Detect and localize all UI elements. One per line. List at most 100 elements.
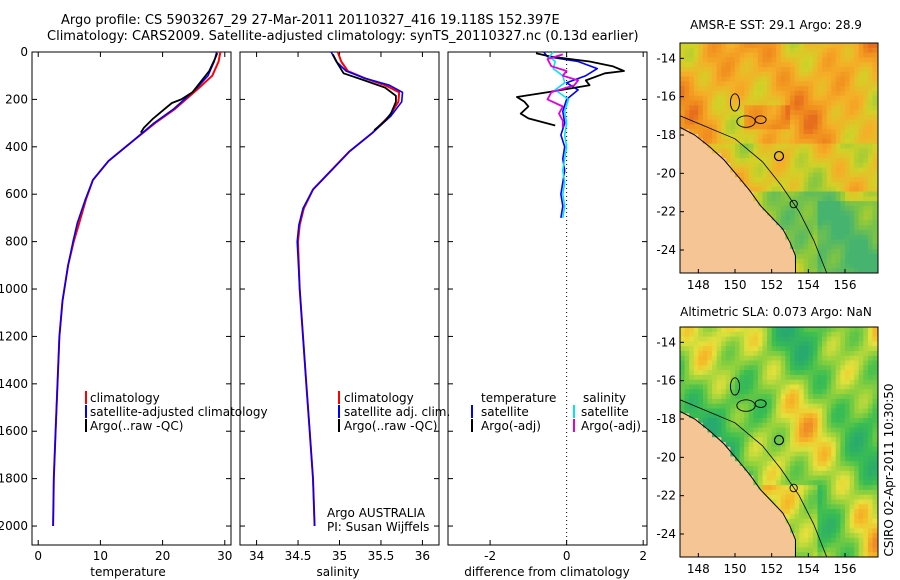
sla-map-grid-cell bbox=[831, 408, 837, 414]
sla-map-grid-cell bbox=[790, 327, 796, 333]
sst-map-grid-cell bbox=[735, 158, 741, 164]
sst-map-grid-cell bbox=[863, 76, 869, 82]
sst-map-grid-cell bbox=[707, 162, 713, 169]
sst-map-grid-cell bbox=[872, 253, 878, 260]
sla-map-grid-cell bbox=[735, 418, 741, 424]
sla-map-grid-cell bbox=[762, 432, 768, 438]
temperature-plot-frame bbox=[31, 51, 232, 546]
sst-map-grid-cell bbox=[771, 244, 777, 250]
sst-map-grid-cell bbox=[684, 249, 690, 255]
sst-map-grid-cell bbox=[785, 244, 791, 250]
sla-map-grid-cell bbox=[840, 389, 846, 395]
sst-map-grid-cell bbox=[767, 81, 773, 87]
sst-map-grid-cell bbox=[735, 258, 741, 264]
sst-map-grid-cell bbox=[863, 138, 869, 145]
sst-map-grid-cell bbox=[684, 253, 690, 260]
sla-map-grid-cell bbox=[730, 336, 736, 342]
sst-map-grid-cell bbox=[799, 258, 805, 264]
sla-map-grid-cell bbox=[803, 351, 809, 357]
sla-map-grid-cell bbox=[790, 504, 796, 510]
sst-map-grid-cell bbox=[849, 215, 855, 221]
sla-map-grid-cell bbox=[744, 398, 750, 405]
sst-map-grid-cell bbox=[854, 114, 860, 121]
sla-map-grid-cell bbox=[721, 422, 727, 429]
sla-map-grid-cell bbox=[785, 413, 791, 419]
sst-map-grid-cell bbox=[808, 182, 814, 188]
sst-map-grid-cell bbox=[803, 76, 809, 82]
sst-map-grid-cell bbox=[854, 220, 860, 226]
sla-map-grid-cell bbox=[744, 331, 750, 338]
sst-map-grid-cell bbox=[744, 167, 750, 173]
sla-map-grid-cell bbox=[744, 466, 750, 472]
sst-map-grid-cell bbox=[698, 239, 704, 245]
sst-map-grid-cell bbox=[739, 71, 745, 78]
sla-map-grid-cell bbox=[730, 446, 736, 453]
sst-map-grid-cell bbox=[840, 124, 846, 130]
sla-map-grid-cell bbox=[849, 418, 855, 424]
sst-map-grid-cell bbox=[840, 110, 846, 116]
sla-map-grid-cell bbox=[785, 523, 791, 529]
sst-map-grid-cell bbox=[872, 86, 878, 92]
sst-map-grid-cell bbox=[730, 71, 736, 78]
sst-map-grid-cell bbox=[840, 258, 846, 264]
sst-map-grid-cell bbox=[780, 86, 786, 92]
sst-map-grid-cell bbox=[716, 177, 722, 183]
sst-map-grid-cell bbox=[735, 95, 741, 102]
sla-map-grid-cell bbox=[808, 389, 814, 395]
sla-map-grid-cell bbox=[808, 533, 814, 539]
sst-map-grid-cell bbox=[712, 249, 718, 255]
sst-map-grid-cell bbox=[707, 234, 713, 241]
sst-map-grid-cell bbox=[867, 124, 874, 130]
sst-map-grid-cell bbox=[799, 253, 805, 260]
sst-map-grid-cell bbox=[808, 210, 814, 217]
sst-map-grid-cell bbox=[854, 76, 860, 82]
sla-map-grid-cell bbox=[863, 480, 869, 486]
sst-map-grid-cell bbox=[835, 210, 841, 217]
sst-map-grid-cell bbox=[776, 177, 782, 183]
sst-map-grid-cell bbox=[753, 47, 759, 54]
sla-map-grid-cell bbox=[840, 475, 846, 481]
sla-map-grid-cell bbox=[785, 346, 791, 352]
sla-map-grid-cell bbox=[840, 518, 846, 525]
sla-map-grid-cell bbox=[680, 470, 686, 477]
sst-map-grid-cell bbox=[762, 138, 768, 145]
sla-map-grid-cell bbox=[794, 494, 800, 501]
sla-map-grid-cell bbox=[799, 494, 805, 501]
sst-map-grid-cell bbox=[867, 153, 874, 159]
sla-map-grid-cell bbox=[725, 485, 731, 491]
sst-map-grid-cell bbox=[790, 90, 796, 97]
sst-map-grid-cell bbox=[735, 57, 741, 63]
sla-map-grid-cell bbox=[780, 451, 786, 457]
sla-map-grid-cell bbox=[748, 427, 754, 433]
sla-map-grid-cell bbox=[680, 446, 686, 453]
sla-map-grid-cell bbox=[840, 336, 846, 342]
sla-map-grid-cell bbox=[689, 466, 695, 472]
sla-map-grid-cell bbox=[716, 365, 722, 371]
sla-map-grid-cell bbox=[707, 499, 713, 505]
sla-map-grid-cell bbox=[725, 346, 731, 352]
sla-map-grid-cell bbox=[757, 341, 764, 347]
sla-map-grid-cell bbox=[808, 398, 814, 405]
sst-map-grid-cell bbox=[762, 225, 768, 231]
sst-map-grid-cell bbox=[840, 244, 846, 250]
sst-map-grid-cell bbox=[767, 110, 773, 116]
sst-map-grid-cell bbox=[845, 143, 851, 149]
x-tick-label: -2 bbox=[484, 549, 496, 563]
sst-map-grid-cell bbox=[790, 186, 796, 193]
sst-map-grid-cell bbox=[735, 71, 741, 78]
sst-map-grid-cell bbox=[771, 129, 777, 135]
sla-map-grid-cell bbox=[702, 413, 709, 419]
sst-map-grid-cell bbox=[735, 114, 741, 121]
sla-map-grid-cell bbox=[863, 379, 869, 386]
sst-map-grid-cell bbox=[771, 239, 777, 245]
sla-map-grid-cell bbox=[835, 398, 841, 405]
sla-map-grid-cell bbox=[831, 341, 837, 347]
sla-map-grid-cell bbox=[716, 384, 722, 390]
sla-map-grid-cell bbox=[849, 331, 855, 338]
sla-map-grid-cell bbox=[812, 370, 819, 376]
sla-map-grid-cell bbox=[753, 374, 759, 381]
sla-map-grid-cell bbox=[707, 513, 713, 520]
sla-map-grid-cell bbox=[721, 437, 727, 443]
sla-map-grid-cell bbox=[744, 489, 750, 496]
sla-map-grid-cell bbox=[812, 470, 819, 477]
